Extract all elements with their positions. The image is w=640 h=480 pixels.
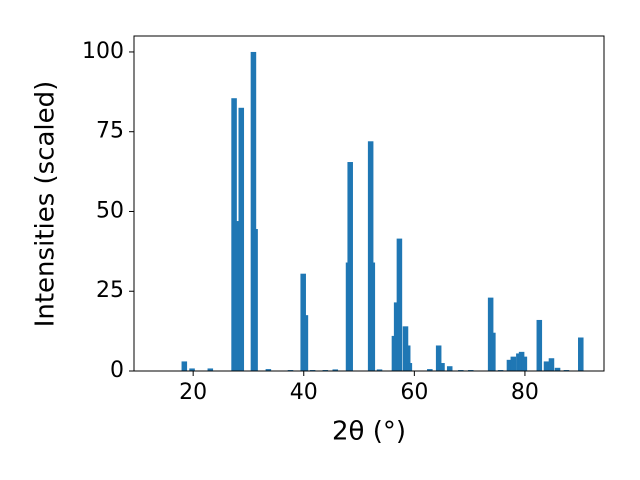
bar bbox=[543, 361, 550, 371]
x-tick-label: 60 bbox=[400, 380, 428, 405]
bar bbox=[252, 229, 258, 371]
bar bbox=[332, 369, 339, 371]
bar bbox=[439, 363, 445, 371]
x-tick-label: 80 bbox=[511, 380, 539, 405]
bar bbox=[250, 51, 257, 371]
bar bbox=[506, 359, 513, 371]
y-axis-label: Intensities (scaled) bbox=[31, 81, 61, 328]
bar bbox=[435, 345, 442, 371]
bar bbox=[265, 369, 272, 371]
bar bbox=[369, 262, 376, 371]
bar bbox=[536, 319, 543, 371]
bar bbox=[181, 361, 188, 371]
bar bbox=[238, 107, 245, 372]
bar bbox=[396, 238, 403, 371]
bar bbox=[404, 345, 411, 371]
bar bbox=[554, 367, 561, 371]
y-tick-label: 50 bbox=[96, 198, 124, 223]
bar bbox=[189, 368, 195, 371]
y-tick-label: 0 bbox=[110, 358, 124, 383]
bar bbox=[207, 368, 214, 371]
bar bbox=[490, 332, 496, 371]
bar bbox=[510, 356, 517, 371]
bar bbox=[548, 358, 555, 371]
bar bbox=[233, 221, 240, 371]
bar bbox=[427, 369, 433, 371]
y-tick-label: 25 bbox=[96, 278, 124, 303]
bar bbox=[302, 315, 309, 371]
plot-frame bbox=[133, 35, 605, 372]
y-tick-label: 75 bbox=[96, 119, 124, 144]
bar bbox=[521, 356, 528, 371]
bar bbox=[578, 337, 584, 371]
bar bbox=[376, 369, 383, 371]
x-axis-label: 2θ (°) bbox=[332, 417, 406, 447]
bar bbox=[446, 366, 453, 371]
x-tick-label: 20 bbox=[179, 380, 207, 405]
x-tick-label: 40 bbox=[290, 380, 318, 405]
bar bbox=[347, 162, 353, 371]
bar bbox=[406, 363, 413, 371]
bar bbox=[367, 141, 374, 371]
y-tick-label: 100 bbox=[82, 39, 124, 64]
